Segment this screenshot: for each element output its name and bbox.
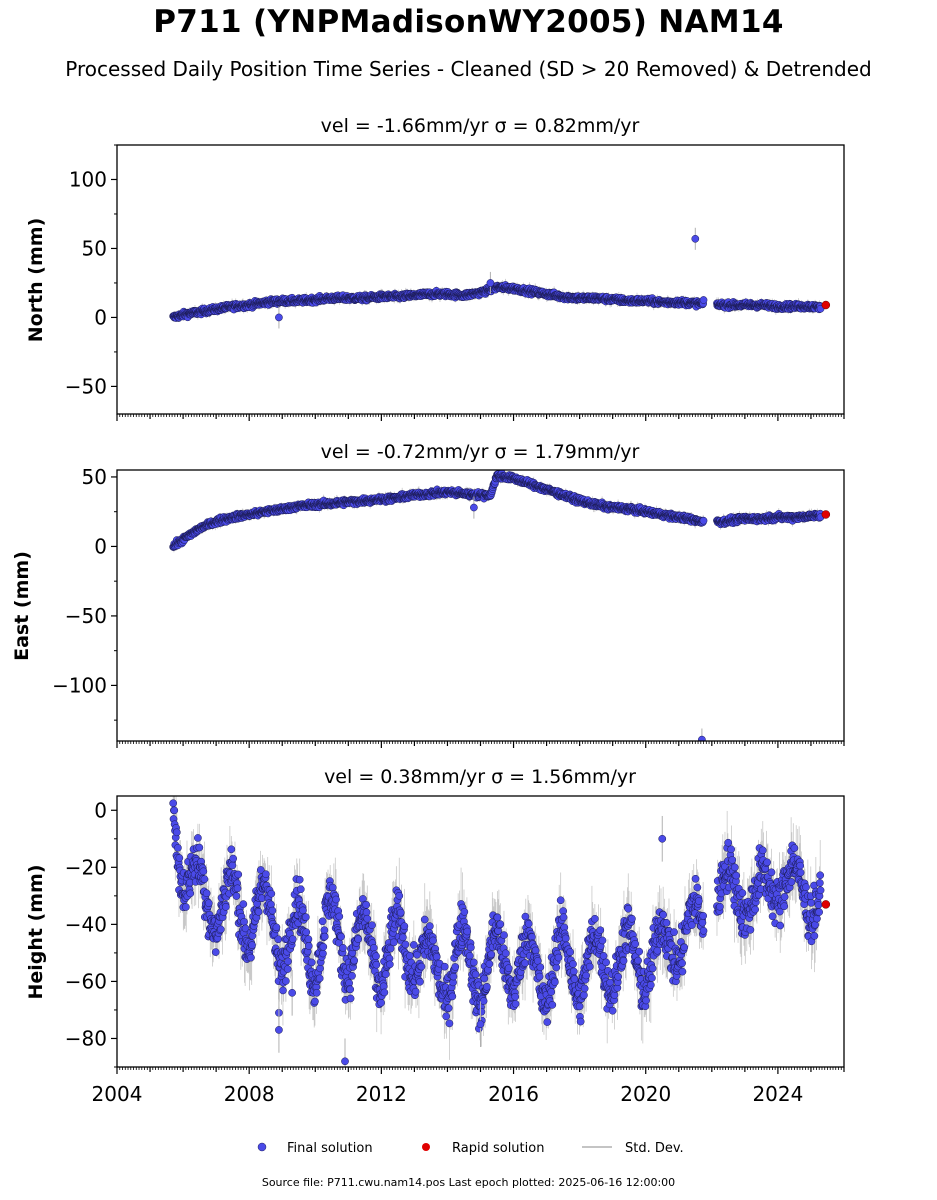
outlier-point	[691, 234, 700, 243]
north-plot-area	[169, 227, 831, 329]
north-frame	[116, 144, 845, 415]
y-tick-label: 0	[94, 305, 107, 329]
chart-subtitle: Processed Daily Position Time Series - C…	[65, 57, 872, 81]
outlier-point	[486, 279, 495, 287]
y-tick-label: 50	[82, 236, 107, 260]
east-final-points	[169, 470, 831, 741]
north-ylabel: North (mm)	[25, 218, 47, 343]
east-panel: vel = -0.72mm/yr σ = 1.79mm/yr East (mm)…	[11, 441, 845, 748]
final-solution-point	[699, 296, 708, 304]
outlier-point	[275, 313, 283, 322]
east-ylabel: East (mm)	[11, 551, 33, 661]
rapid-solution-point	[821, 300, 831, 310]
y-tick-label: −50	[65, 374, 107, 398]
chart-title: P711 (YNPMadisonWY2005) NAM14	[153, 4, 784, 40]
north-panel: vel = -1.66mm/yr σ = 0.82mm/yr North (mm…	[25, 115, 845, 421]
north-final-points	[169, 227, 831, 329]
y-tick-label: 100	[69, 167, 107, 191]
east-plot-area	[169, 470, 831, 741]
east-panel-title: vel = -0.72mm/yr σ = 1.79mm/yr	[321, 441, 640, 463]
north-panel-title: vel = -1.66mm/yr σ = 0.82mm/yr	[321, 115, 640, 137]
